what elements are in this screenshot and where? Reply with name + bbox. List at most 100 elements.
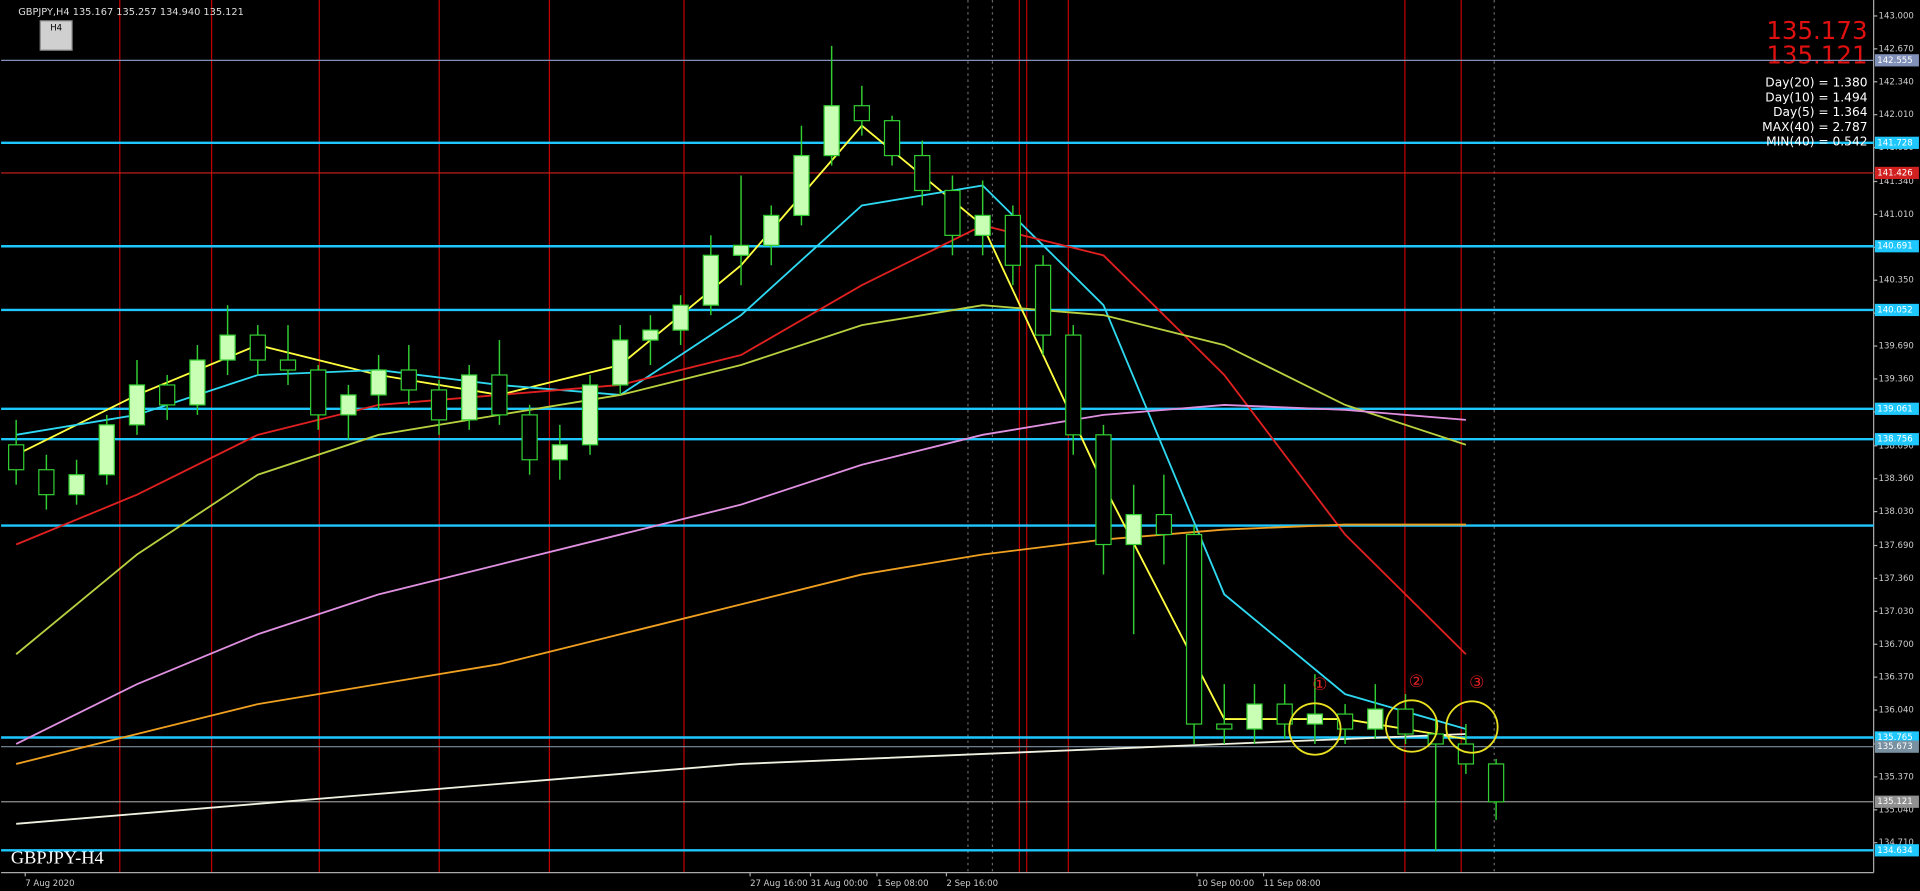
candle-body [1367, 708, 1384, 730]
y-tick-label: 141.340 [1879, 177, 1914, 187]
candle-body [1155, 513, 1173, 536]
x-tick-label: 11 Sep 08:00 [1264, 879, 1321, 889]
y-tick-label: 137.690 [1879, 541, 1914, 551]
y-tick-label: 134.710 [1879, 838, 1914, 848]
candle-body [642, 329, 659, 341]
y-tick-label: 137.360 [1879, 574, 1914, 584]
candle-body [159, 384, 176, 406]
price-level-tag [1874, 54, 1919, 67]
candle-body [1185, 533, 1203, 725]
candle-body [128, 384, 146, 426]
price-level-label: 141.728 [1877, 138, 1912, 148]
price-level-label: 139.061 [1877, 404, 1912, 414]
candle-body [1125, 513, 1142, 546]
candle-body [521, 414, 538, 461]
y-tick-label: 140.350 [1879, 276, 1914, 286]
price-level-tag [1874, 402, 1919, 415]
price-level-tag [1874, 433, 1919, 446]
candle-body [370, 369, 387, 396]
bid-price: 135.173 [1766, 16, 1867, 45]
candle-body [1095, 434, 1112, 546]
x-tick-label: 31 Aug 00:00 [811, 879, 869, 889]
price-level-tag [1874, 740, 1919, 753]
x-tick-label: 1 Sep 08:00 [877, 879, 929, 889]
y-tick-label: 135.040 [1879, 805, 1914, 815]
candle-body [732, 244, 750, 256]
candle-body [1397, 708, 1414, 735]
candle-body [219, 334, 236, 361]
y-tick-label: 142.340 [1879, 77, 1914, 87]
price-level-label: 140.691 [1877, 242, 1912, 252]
x-tick-label: 2 Sep 16:00 [946, 879, 998, 889]
stat-line: MIN(40) = 0.542 [1766, 134, 1867, 148]
price-level-tag [1874, 166, 1919, 180]
period-separators [967, 0, 1495, 873]
y-tick-label: 138.360 [1879, 474, 1914, 484]
candle-body [430, 389, 448, 421]
candle-body [1004, 214, 1022, 266]
x-tick-label: 27 Aug 16:00 [750, 879, 808, 889]
y-tick-label: 136.040 [1879, 706, 1914, 716]
price-level-label: 134.634 [1877, 846, 1912, 856]
price-level-tag [1874, 844, 1919, 857]
timeframe-button[interactable] [39, 20, 73, 51]
candle-body [1306, 713, 1324, 725]
y-tick-label: 136.370 [1879, 673, 1914, 683]
candle-body [702, 254, 720, 306]
candle-body [1457, 743, 1475, 765]
candle-body [68, 474, 85, 496]
candle-body [340, 394, 357, 416]
y-tick-label: 141.010 [1879, 210, 1914, 220]
stat-line: Day(10) = 1.494 [1765, 90, 1867, 104]
ask-price: 135.121 [1766, 40, 1867, 69]
candle-body [1336, 713, 1354, 730]
annotation-circle [1288, 702, 1342, 756]
annotation-label: ③ [1469, 673, 1484, 693]
candle-body [310, 369, 327, 416]
candle-body [1216, 723, 1233, 730]
moving-average [15, 304, 1467, 655]
stat-line: MAX(40) = 2.787 [1762, 120, 1867, 134]
price-level-label: 135.121 [1877, 797, 1912, 807]
stat-line: Day(20) = 1.380 [1765, 76, 1867, 90]
candle-body [883, 120, 901, 157]
annotation-label: ① [1312, 675, 1327, 695]
watermark: GBPJPY-H4 [11, 847, 104, 867]
price-level-label: 138.756 [1877, 435, 1912, 445]
timeframe-label[interactable]: H4 [50, 24, 62, 34]
candle-body [461, 374, 478, 421]
candle-body [38, 469, 55, 496]
moving-average [15, 403, 1466, 745]
candle-body [189, 359, 206, 406]
candle-body [279, 359, 297, 371]
price-level-label: 135.765 [1877, 733, 1912, 743]
price-level-tag [1874, 795, 1919, 808]
candle-body [1487, 763, 1505, 803]
candle-body [974, 214, 991, 236]
y-tick-label: 142.670 [1879, 44, 1914, 54]
price-level-label: 135.673 [1877, 742, 1912, 752]
x-tick-label: 10 Sep 00:00 [1197, 879, 1254, 889]
chart-header: GBPJPY,H4 135.167 135.257 134.940 135.12… [18, 7, 244, 18]
candle-body [793, 154, 810, 217]
candle-body [944, 189, 961, 236]
candle-body [672, 304, 689, 331]
price-level-label: 142.555 [1877, 56, 1912, 66]
candle-body [1065, 334, 1082, 436]
candle-body [249, 334, 266, 361]
candle-body [8, 444, 25, 471]
y-tick-label: 137.030 [1879, 607, 1914, 617]
candle-body [914, 154, 931, 192]
price-level-tag [1874, 240, 1919, 253]
annotation-circle [1445, 700, 1499, 754]
candle-body [1246, 703, 1263, 730]
x-tick-label: 7 Aug 2020 [25, 879, 74, 889]
candle-body [1276, 703, 1293, 725]
price-level-label: 140.052 [1877, 305, 1912, 315]
annotation-label: ② [1409, 672, 1424, 692]
moving-average [15, 224, 1467, 655]
y-tick-label: 138.690 [1879, 441, 1914, 451]
price-level-tag [1874, 303, 1919, 317]
candle-body [1034, 264, 1052, 336]
